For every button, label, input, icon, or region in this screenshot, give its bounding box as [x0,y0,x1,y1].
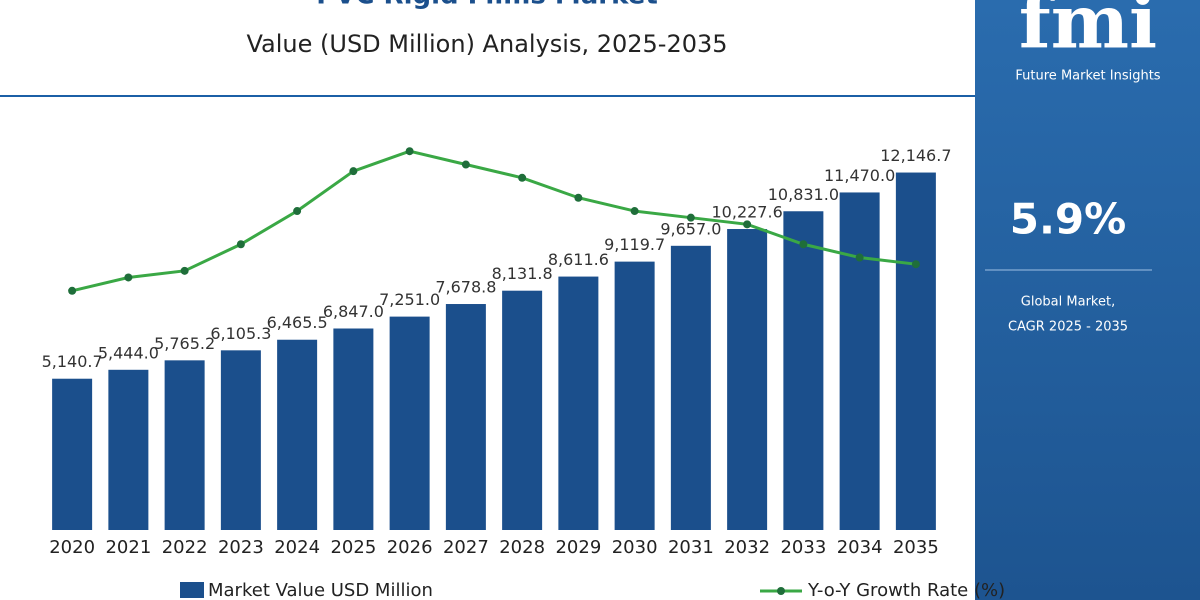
bar [614,261,655,530]
bar [783,211,824,530]
x-tick-label: 2031 [668,537,714,558]
bar [277,339,318,530]
value-label: 6,465.5 [267,313,328,332]
x-tick-label: 2022 [162,537,208,558]
value-label: 5,765.2 [154,334,215,353]
x-tick-label: 2023 [218,537,264,558]
bar [220,350,261,530]
bar [445,304,486,530]
side-panel [975,0,1200,600]
growth-point [799,240,808,249]
brand: Future Market Insights [1015,69,1160,84]
growth-point [180,266,189,275]
cagr-label: CAGR 2025 - 2035 [1008,320,1128,335]
x-tick-label: 2026 [387,537,433,558]
value-label: 8,611.6 [548,250,609,269]
growth-point [686,213,695,222]
bar [727,229,768,530]
value-label: 12,146.7 [880,146,951,165]
x-tick-label: 2033 [780,537,826,558]
bar [164,360,205,530]
x-tick-label: 2032 [724,537,770,558]
bar [108,369,149,530]
growth-point [293,207,302,216]
bar [670,245,711,530]
growth-point [349,167,358,176]
growth-point [518,173,527,182]
x-tick-label: 2027 [443,537,489,558]
value-label: 9,657.0 [660,219,721,238]
legend-label: Y-o-Y Growth Rate (%) [807,580,1005,600]
x-tick-label: 2034 [837,537,883,558]
bar [502,290,543,530]
value-label: 10,831.0 [768,185,839,204]
growth-point [236,240,245,249]
x-tick-label: 2025 [330,537,376,558]
legend-marker [777,587,785,595]
bar [389,316,430,530]
logo: fmi [1019,0,1157,66]
growth-point [743,220,752,229]
chart-title: PVC Rigid Films Market [316,0,658,11]
growth-point [630,207,639,216]
growth-point [461,160,470,169]
value-label: 9,119.7 [604,235,665,254]
growth-point [911,260,920,269]
bar [895,172,936,530]
growth-point [855,253,864,262]
bar [558,276,599,530]
x-tick-label: 2028 [499,537,545,558]
value-label: 6,847.0 [323,302,384,321]
growth-point [405,147,414,156]
x-tick-label: 2021 [105,537,151,558]
x-tick-label: 2030 [612,537,658,558]
value-label: 10,227.6 [712,203,783,222]
growth-point [124,273,133,282]
cagr-label: Global Market, [1021,295,1115,310]
x-tick-label: 2024 [274,537,320,558]
cagr-value: 5.9% [1010,195,1126,244]
value-label: 5,140.7 [42,352,103,371]
x-tick-label: 2035 [893,537,939,558]
growth-point [574,193,583,202]
legend-swatch [180,582,204,598]
value-label: 6,105.3 [210,324,271,343]
value-label: 11,470.0 [824,166,895,185]
value-label: 7,251.0 [379,290,440,309]
chart-subtitle: Value (USD Million) Analysis, 2025-2035 [246,30,727,58]
x-tick-label: 2029 [555,537,601,558]
bar [52,378,93,530]
value-label: 7,678.8 [435,278,496,297]
bar [839,192,880,530]
value-label: 5,444.0 [98,343,159,362]
bar [333,328,374,530]
legend-label: Market Value USD Million [208,580,433,600]
growth-point [68,286,77,295]
x-tick-label: 2020 [49,537,95,558]
value-label: 8,131.8 [492,264,553,283]
growth-line [71,149,917,293]
